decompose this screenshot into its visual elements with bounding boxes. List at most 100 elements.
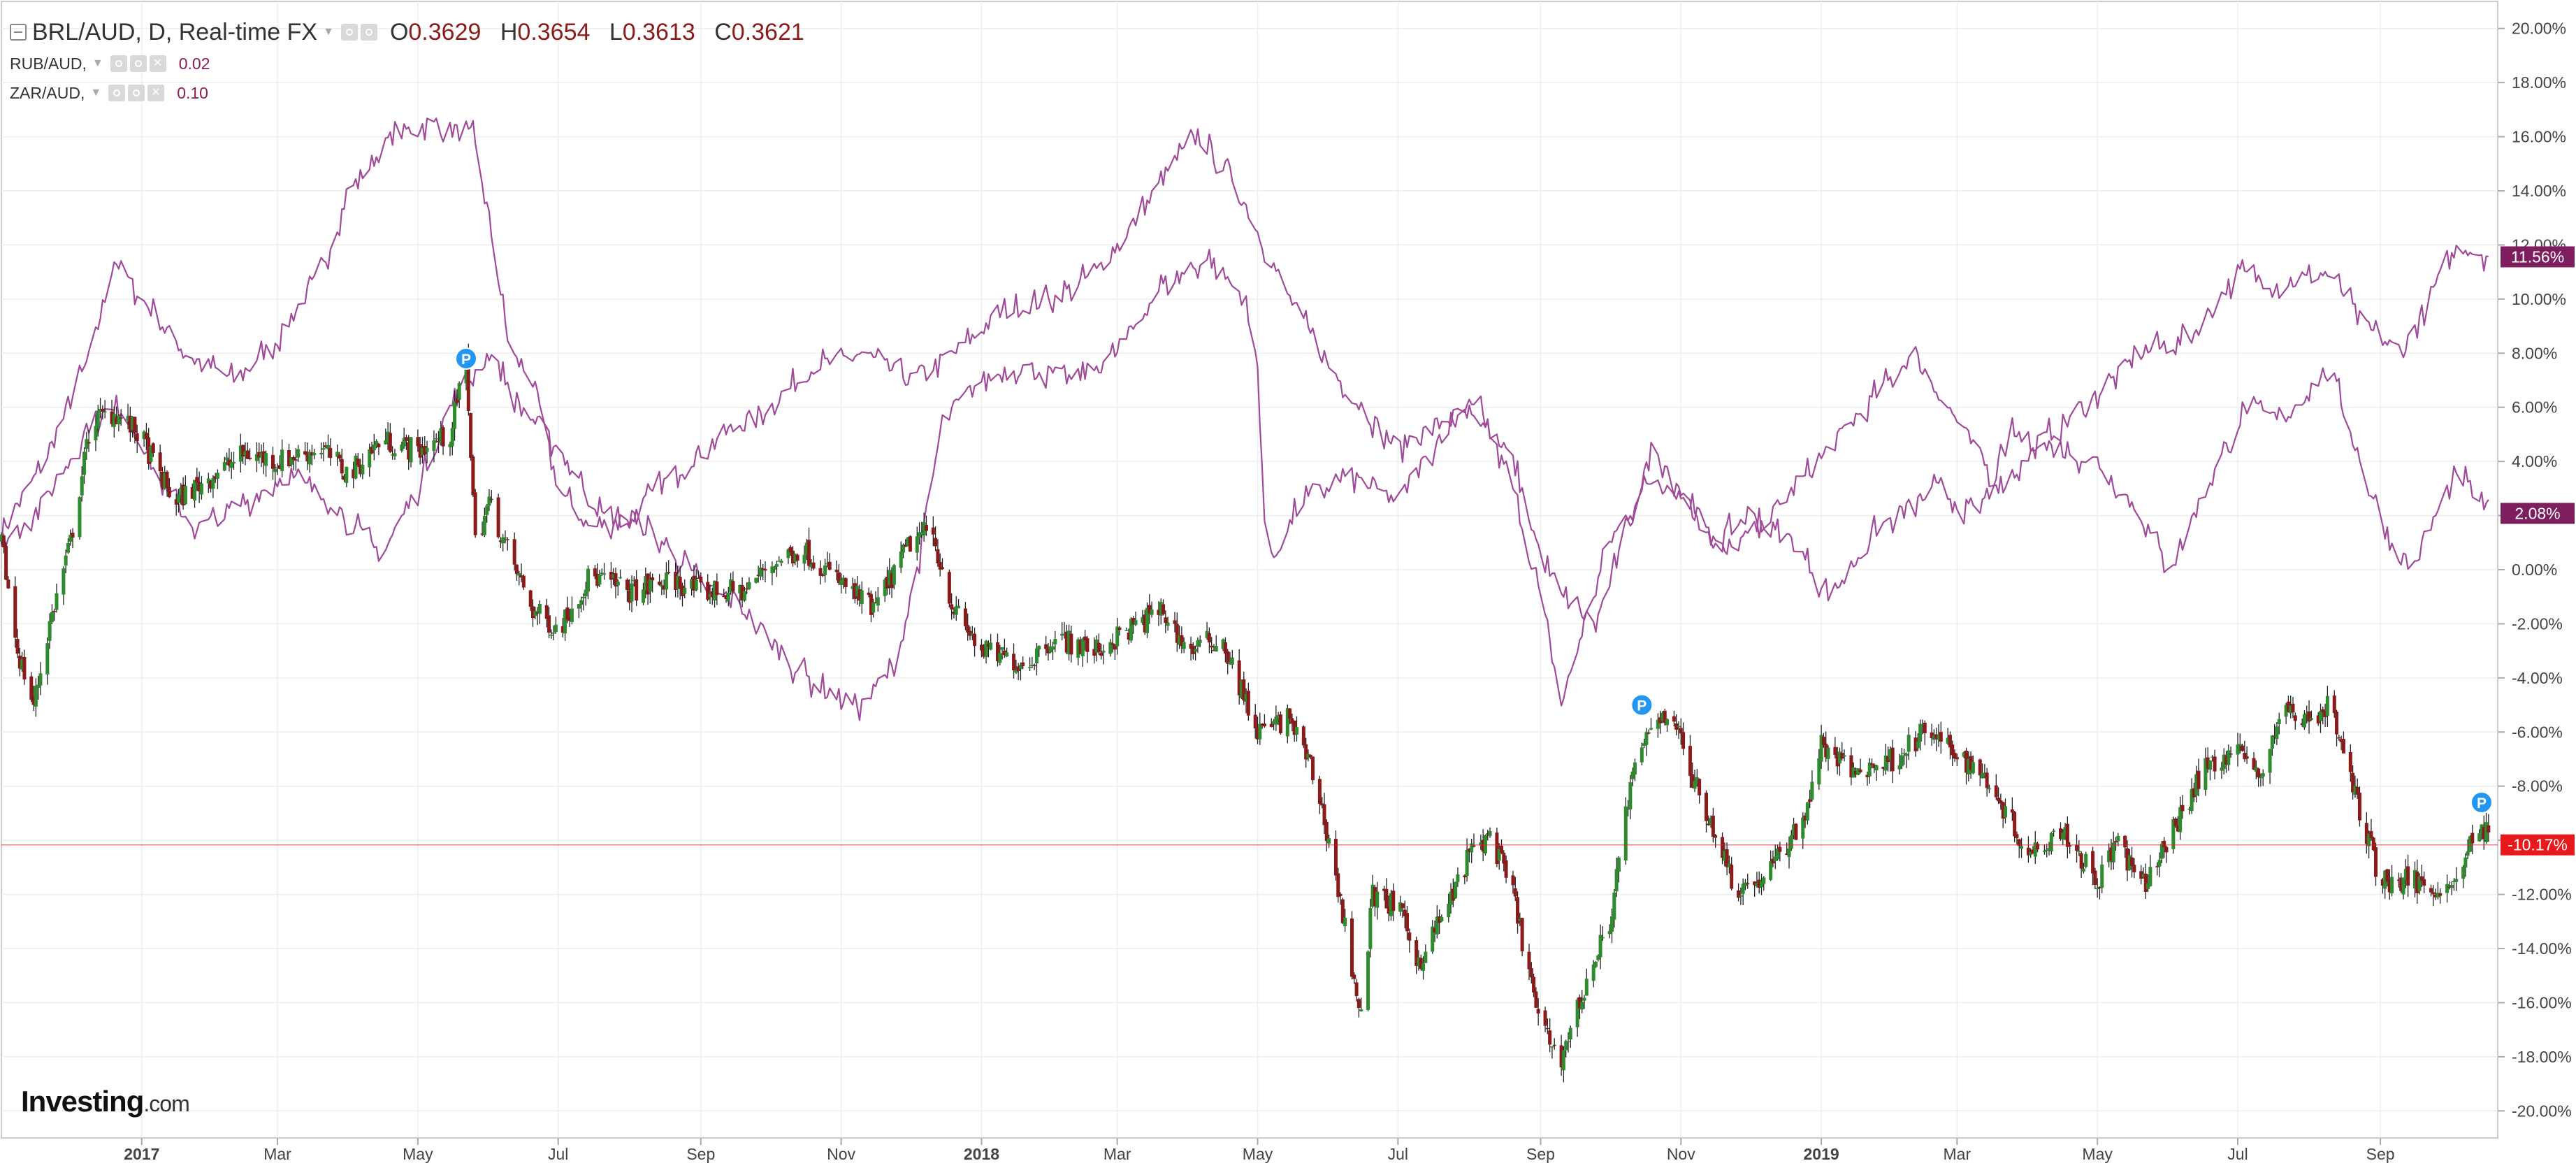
candle-up bbox=[48, 621, 52, 641]
candle-up bbox=[2309, 718, 2313, 720]
candle-up bbox=[1575, 1000, 1579, 1028]
open-key: O bbox=[389, 18, 409, 45]
chevron-down-icon[interactable]: ▼ bbox=[92, 57, 103, 69]
candle-up bbox=[312, 452, 317, 455]
candle-up bbox=[2401, 877, 2405, 895]
p-marker[interactable] bbox=[2470, 791, 2493, 814]
candle-down bbox=[1143, 614, 1147, 633]
chevron-down-icon[interactable]: ▼ bbox=[90, 87, 102, 99]
candle-down bbox=[1356, 999, 1361, 1009]
candle-up bbox=[1456, 874, 1460, 882]
candle-up bbox=[2127, 855, 2132, 870]
candle-down bbox=[710, 591, 714, 598]
candle-down bbox=[1853, 770, 1858, 774]
candle-up bbox=[772, 566, 776, 570]
candle-up bbox=[2319, 711, 2323, 721]
candle-down bbox=[1046, 648, 1050, 654]
candle-up bbox=[984, 641, 988, 657]
candle-up bbox=[1920, 723, 1925, 726]
candle-up bbox=[793, 554, 797, 562]
candle-up bbox=[970, 633, 974, 635]
y-tick-label: 10.00% bbox=[2512, 290, 2566, 308]
settings-icon[interactable] bbox=[129, 55, 147, 72]
candle-down bbox=[2286, 701, 2290, 712]
candle-down bbox=[418, 444, 422, 458]
price-label-bg bbox=[2501, 834, 2575, 856]
candle-up bbox=[1695, 777, 1699, 784]
candle-down bbox=[1012, 654, 1016, 671]
visibility-icon[interactable] bbox=[108, 85, 126, 101]
candle-up bbox=[409, 437, 413, 463]
candle-down bbox=[1821, 736, 1825, 745]
candle-down bbox=[1064, 631, 1069, 653]
candle-down bbox=[952, 611, 956, 614]
candle-down bbox=[1711, 815, 1715, 837]
low-key: L bbox=[609, 18, 623, 45]
candle-up bbox=[1640, 747, 1644, 763]
candle-down bbox=[6, 579, 10, 589]
chevron-down-icon[interactable]: ▼ bbox=[323, 26, 334, 38]
candle-down bbox=[1262, 723, 1266, 727]
candle-up bbox=[1792, 824, 1796, 836]
candle-down bbox=[512, 539, 516, 565]
candle-up bbox=[1470, 843, 1474, 853]
candle-up bbox=[758, 568, 762, 577]
candle-down bbox=[167, 486, 171, 498]
candle-down bbox=[2224, 755, 2229, 765]
candle-up bbox=[1623, 806, 1628, 861]
settings-icon[interactable] bbox=[360, 24, 377, 41]
candle-up bbox=[1660, 712, 1665, 721]
candle-up bbox=[1776, 849, 1780, 860]
candle-down bbox=[1189, 644, 1193, 649]
candle-up bbox=[1368, 907, 1373, 949]
candle-down bbox=[2364, 823, 2368, 844]
visibility-icon[interactable] bbox=[340, 24, 358, 41]
y-tick-label: -16.00% bbox=[2512, 993, 2572, 1011]
visibility-icon[interactable] bbox=[110, 55, 127, 72]
candle-down bbox=[359, 464, 363, 475]
candle-up bbox=[2466, 851, 2470, 856]
candle-up bbox=[307, 452, 312, 465]
candle-down bbox=[441, 427, 445, 447]
candle-down bbox=[1336, 873, 1340, 897]
candle-up bbox=[183, 486, 187, 505]
candle-up bbox=[1967, 758, 1971, 774]
candle-up bbox=[2116, 836, 2120, 842]
candle-up bbox=[2222, 754, 2226, 770]
candle-up bbox=[280, 449, 284, 471]
candle-down bbox=[1246, 691, 1250, 716]
candle-up bbox=[2061, 832, 2065, 840]
candle-up bbox=[1062, 633, 1066, 635]
candle-up bbox=[570, 608, 574, 622]
candle-up bbox=[2045, 849, 2049, 851]
candle-down bbox=[190, 486, 194, 499]
candle-down bbox=[761, 568, 765, 570]
candle-down bbox=[1674, 723, 1679, 730]
p-marker[interactable] bbox=[1630, 693, 1654, 716]
candle-down bbox=[135, 433, 139, 442]
candle-up bbox=[888, 570, 892, 586]
candle-up bbox=[2452, 881, 2456, 882]
candle-up bbox=[1741, 884, 1745, 894]
candle-up bbox=[1987, 788, 1991, 790]
collapse-icon[interactable] bbox=[10, 24, 27, 41]
candle-down bbox=[1532, 976, 1536, 993]
candle-down bbox=[160, 471, 164, 488]
candle-down bbox=[1934, 734, 1939, 740]
price-label: -10.17% bbox=[2508, 836, 2568, 854]
candle-up bbox=[1642, 743, 1647, 747]
x-tick-label: Jul bbox=[1388, 1145, 1408, 1163]
candle-down bbox=[1237, 660, 1241, 695]
candle-up bbox=[922, 522, 926, 536]
candle-down bbox=[1559, 1045, 1563, 1067]
p-marker[interactable] bbox=[455, 347, 478, 370]
settings-icon[interactable] bbox=[128, 85, 145, 101]
close-icon[interactable] bbox=[149, 55, 166, 72]
candle-up bbox=[664, 572, 668, 590]
close-icon[interactable] bbox=[147, 85, 165, 101]
candle-down bbox=[1044, 644, 1048, 649]
candle-down bbox=[2380, 879, 2385, 886]
candle-up bbox=[1743, 882, 1747, 886]
candle-up bbox=[1971, 762, 1975, 774]
